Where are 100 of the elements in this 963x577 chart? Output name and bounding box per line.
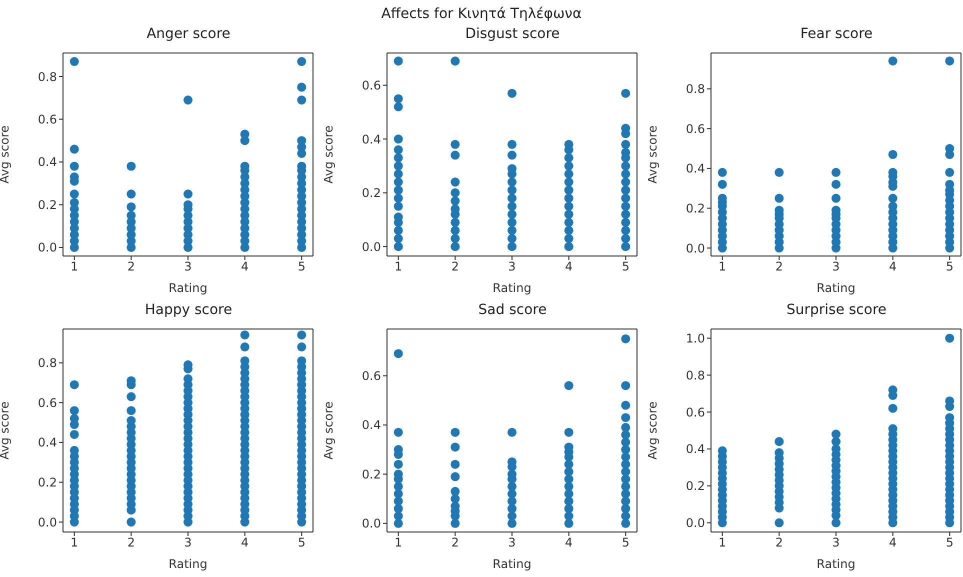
point bbox=[70, 406, 79, 416]
point bbox=[564, 428, 574, 437]
x-tick-label: 4 bbox=[241, 536, 249, 550]
point bbox=[621, 169, 630, 178]
y-tick-label: 0.2 bbox=[362, 467, 381, 482]
point bbox=[621, 334, 630, 344]
y-tick-label: 0.8 bbox=[686, 368, 705, 382]
y-tick-label: 0.8 bbox=[38, 356, 57, 370]
y-tick-label: 0.4 bbox=[38, 155, 57, 170]
point bbox=[621, 234, 630, 244]
x-tick-label: 1 bbox=[718, 536, 726, 550]
y-axis-title: Avg score bbox=[0, 125, 12, 184]
point bbox=[450, 56, 460, 66]
point bbox=[564, 169, 574, 178]
chart-title: Sad score bbox=[477, 302, 548, 318]
point bbox=[564, 474, 574, 484]
point bbox=[718, 168, 727, 177]
x-tick-label: 4 bbox=[889, 260, 897, 274]
y-tick-label: 0.6 bbox=[38, 396, 57, 410]
x-tick-label: 1 bbox=[394, 536, 402, 550]
point bbox=[394, 134, 403, 144]
point bbox=[507, 178, 517, 187]
point bbox=[831, 444, 841, 454]
point bbox=[126, 518, 136, 527]
point bbox=[945, 334, 954, 343]
point bbox=[394, 169, 403, 178]
point bbox=[564, 210, 574, 219]
point bbox=[888, 150, 898, 160]
y-axis-title: Avg score bbox=[321, 125, 336, 184]
point bbox=[297, 82, 306, 92]
point bbox=[70, 57, 79, 66]
x-tick-label: 3 bbox=[832, 536, 840, 550]
point bbox=[564, 218, 574, 227]
x-tick-label: 3 bbox=[508, 260, 516, 274]
y-tick-label: 0.0 bbox=[38, 515, 57, 530]
y-tick-label: 0.0 bbox=[686, 516, 705, 530]
point bbox=[774, 168, 784, 177]
x-tick-label: 2 bbox=[451, 260, 459, 274]
point bbox=[394, 234, 403, 244]
point bbox=[621, 186, 630, 195]
x-tick-label: 5 bbox=[298, 536, 306, 550]
point bbox=[450, 242, 460, 252]
point bbox=[507, 482, 517, 491]
point bbox=[394, 460, 403, 469]
y-tick-label: 0.4 bbox=[38, 436, 57, 450]
x-axis-title: Rating bbox=[168, 281, 208, 295]
chart-title: Surprise score bbox=[785, 302, 888, 318]
point bbox=[621, 460, 630, 469]
x-tick-label: 1 bbox=[394, 260, 402, 274]
point bbox=[621, 474, 630, 484]
y-tick-label: 0.2 bbox=[38, 476, 57, 490]
y-tick-label: 0.0 bbox=[362, 516, 381, 531]
point bbox=[945, 168, 954, 177]
point bbox=[70, 380, 79, 390]
point bbox=[507, 194, 517, 203]
point bbox=[507, 218, 517, 227]
point bbox=[621, 161, 630, 170]
point bbox=[450, 428, 460, 437]
point bbox=[394, 349, 403, 358]
point bbox=[394, 56, 403, 66]
point bbox=[831, 168, 841, 177]
point bbox=[394, 518, 403, 528]
point bbox=[394, 242, 403, 252]
point bbox=[450, 460, 460, 469]
point bbox=[507, 88, 517, 98]
y-axis-title: Avg score bbox=[321, 401, 336, 460]
y-tick-label: 0.6 bbox=[686, 122, 705, 136]
point bbox=[394, 161, 403, 170]
point bbox=[507, 512, 517, 521]
point bbox=[774, 518, 784, 528]
point bbox=[507, 234, 517, 244]
point bbox=[621, 218, 630, 227]
y-tick-label: 1.0 bbox=[686, 331, 705, 346]
x-tick-label: 3 bbox=[508, 536, 516, 550]
y-tick-label: 0.6 bbox=[686, 405, 705, 420]
x-axis-title: Rating bbox=[492, 557, 532, 571]
point bbox=[564, 512, 574, 521]
point bbox=[126, 162, 136, 171]
point bbox=[450, 226, 460, 235]
point bbox=[297, 96, 306, 105]
point bbox=[564, 242, 574, 252]
point bbox=[621, 467, 630, 476]
point bbox=[394, 186, 403, 195]
x-tick-label: 4 bbox=[565, 536, 573, 550]
point bbox=[621, 445, 630, 454]
point bbox=[564, 194, 574, 203]
point bbox=[394, 202, 403, 211]
point bbox=[240, 342, 250, 352]
point bbox=[564, 226, 574, 235]
x-tick-label: 4 bbox=[565, 260, 573, 274]
point bbox=[888, 404, 898, 413]
y-axis-title: Avg score bbox=[645, 125, 660, 184]
point bbox=[621, 381, 630, 390]
point bbox=[621, 496, 630, 506]
x-tick-label: 2 bbox=[451, 536, 459, 550]
point bbox=[564, 489, 574, 498]
y-tick-label: 0.2 bbox=[686, 479, 705, 494]
point bbox=[888, 56, 898, 66]
point bbox=[621, 178, 630, 187]
x-axis-title: Rating bbox=[816, 557, 856, 571]
